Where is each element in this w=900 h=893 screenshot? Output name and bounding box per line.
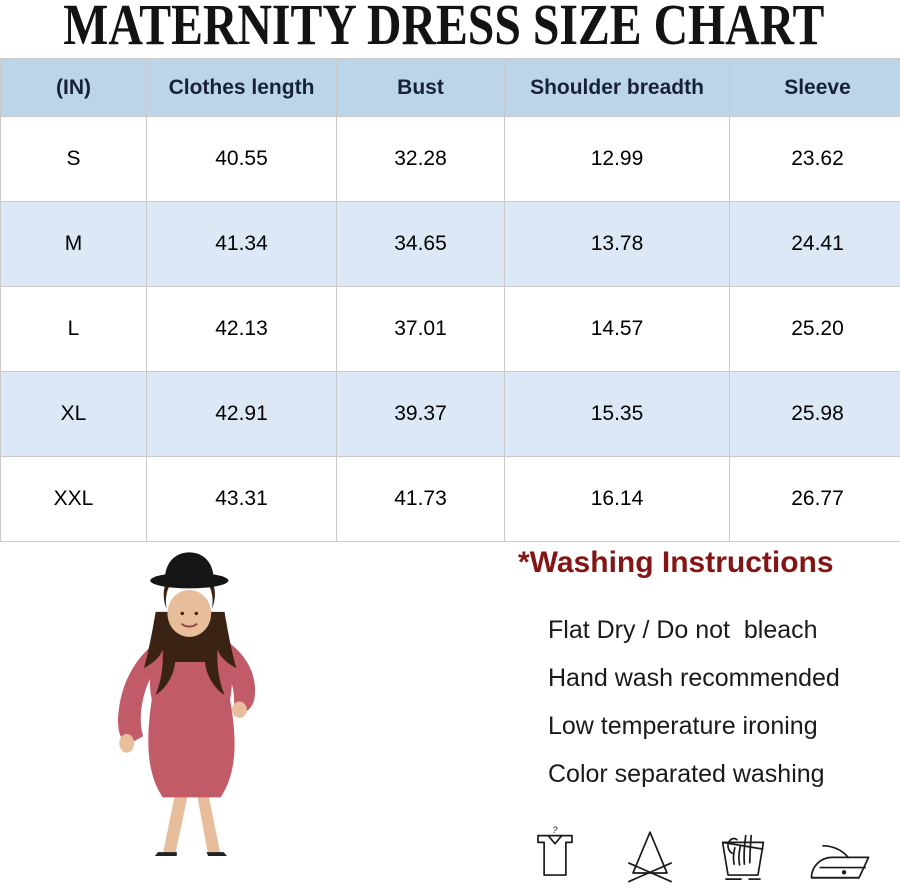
svg-text:?: ? (553, 825, 558, 835)
